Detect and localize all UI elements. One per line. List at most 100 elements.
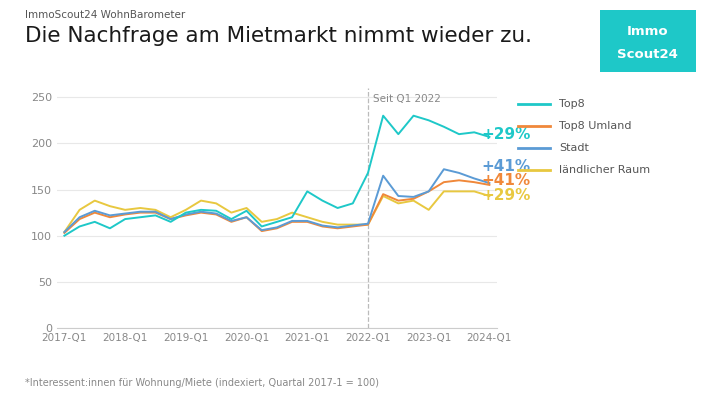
Stadt (364, 221, 372, 226)
Top8 (409, 113, 417, 118)
Stadt (197, 209, 205, 214)
ländlicher Raum (364, 222, 372, 227)
Top8 (136, 215, 145, 220)
ländlicher Raum (470, 189, 479, 194)
Stadt (455, 170, 464, 175)
Stadt (106, 213, 114, 218)
ländlicher Raum (182, 208, 190, 212)
ländlicher Raum (425, 208, 433, 212)
Stadt (258, 228, 266, 232)
Top8 Umland (60, 230, 69, 235)
Top8 (212, 208, 220, 213)
ländlicher Raum (349, 222, 357, 227)
Top8 (182, 210, 190, 215)
Text: +41%: +41% (482, 159, 531, 174)
Top8 Umland (90, 210, 99, 215)
ländlicher Raum (90, 198, 99, 203)
ländlicher Raum (485, 194, 493, 198)
Text: Die Nachfrage am Mietmarkt nimmt wieder zu.: Die Nachfrage am Mietmarkt nimmt wieder … (25, 26, 532, 46)
Top8 Umland (334, 226, 342, 231)
Top8 Umland (242, 215, 251, 220)
Top8 Umland (303, 220, 312, 224)
Stadt (212, 211, 220, 216)
ländlicher Raum (394, 201, 403, 206)
Top8 Umland (273, 226, 281, 231)
Top8 Umland (349, 224, 357, 229)
ländlicher Raum (151, 208, 160, 212)
ländlicher Raum (121, 208, 129, 212)
ländlicher Raum (273, 217, 281, 222)
Top8 Umland (166, 217, 175, 222)
Top8 Umland (182, 213, 190, 218)
ländlicher Raum (136, 206, 145, 210)
Text: ImmoScout24 WohnBarometer: ImmoScout24 WohnBarometer (25, 10, 185, 20)
ländlicher Raum (455, 189, 464, 194)
ländlicher Raum (258, 220, 266, 224)
Top8 (349, 201, 357, 206)
Text: Seit Q1 2022: Seit Q1 2022 (373, 94, 440, 104)
Line: Stadt: Stadt (65, 169, 489, 232)
Stadt (227, 218, 236, 223)
ländlicher Raum (303, 215, 312, 220)
Line: Top8 Umland: Top8 Umland (65, 180, 489, 233)
Top8 Umland (75, 217, 84, 222)
Top8 Umland (439, 180, 448, 184)
ländlicher Raum (288, 210, 296, 215)
Stadt (379, 173, 388, 178)
Top8 (485, 134, 493, 139)
Text: Top8: Top8 (559, 99, 584, 109)
Top8 (258, 224, 266, 229)
ländlicher Raum (439, 189, 448, 194)
ländlicher Raum (212, 201, 220, 206)
Top8 Umland (288, 220, 296, 224)
Stadt (182, 212, 190, 217)
Top8 (121, 217, 129, 222)
Text: Immo: Immo (627, 25, 669, 38)
Top8 Umland (258, 229, 266, 234)
Stadt (90, 208, 99, 213)
Top8 Umland (106, 215, 114, 220)
Top8 (394, 132, 403, 136)
Top8 (379, 113, 388, 118)
Top8 Umland (425, 189, 433, 194)
Top8 (364, 170, 372, 175)
Top8 (242, 208, 251, 213)
Top8 (303, 189, 312, 194)
Line: Top8: Top8 (65, 116, 489, 236)
Stadt (60, 230, 69, 234)
Top8 (106, 226, 114, 231)
Top8 Umland (212, 212, 220, 217)
Line: ländlicher Raum: ländlicher Raum (65, 191, 489, 232)
Stadt (425, 189, 433, 194)
Top8 (455, 132, 464, 136)
ländlicher Raum (227, 210, 236, 215)
Top8 Umland (227, 220, 236, 224)
Top8 Umland (394, 198, 403, 203)
ländlicher Raum (60, 230, 69, 234)
Top8 (227, 217, 236, 222)
Stadt (439, 167, 448, 172)
Top8 (90, 220, 99, 224)
ländlicher Raum (197, 198, 205, 203)
Top8 Umland (364, 222, 372, 227)
Top8 Umland (318, 224, 327, 229)
Top8 (334, 206, 342, 210)
Top8 (60, 233, 69, 238)
Stadt (151, 209, 160, 214)
Top8 (273, 220, 281, 224)
Top8 (151, 213, 160, 218)
Text: Scout24: Scout24 (618, 48, 678, 61)
Text: Top8 Umland: Top8 Umland (559, 121, 631, 131)
ländlicher Raum (379, 194, 388, 198)
Stadt (409, 194, 417, 199)
ländlicher Raum (75, 208, 84, 212)
Stadt (136, 209, 145, 214)
Text: +29%: +29% (482, 188, 531, 204)
Top8 Umland (151, 210, 160, 215)
Stadt (303, 218, 312, 223)
ländlicher Raum (409, 198, 417, 203)
Stadt (318, 223, 327, 228)
Stadt (394, 194, 403, 198)
Top8 (470, 130, 479, 135)
Stadt (334, 225, 342, 230)
